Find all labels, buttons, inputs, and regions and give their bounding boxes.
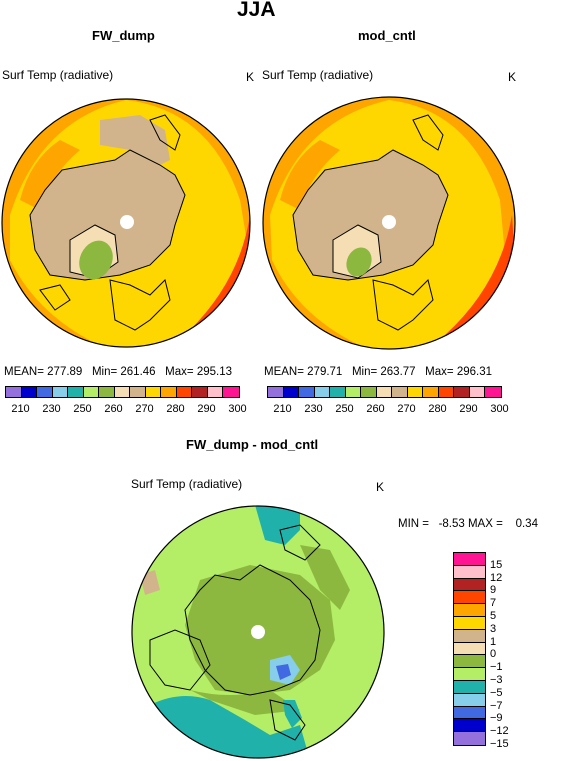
colorbar-swatch <box>37 387 53 397</box>
panel2-colorbar <box>267 386 502 398</box>
colorbar-swatch <box>454 566 485 579</box>
colorbar-swatch <box>454 553 485 566</box>
colorbar-swatch <box>268 387 284 397</box>
colorbar-swatch <box>53 387 69 397</box>
colorbar-swatch <box>6 387 22 397</box>
colorbar-swatch <box>454 630 485 643</box>
colorbar-swatch <box>454 719 485 732</box>
colorbar-swatch <box>454 732 485 745</box>
colorbar-tick-label: 280 <box>166 403 184 415</box>
colorbar-swatch <box>423 387 439 397</box>
colorbar-swatch <box>408 387 424 397</box>
colorbar-swatch <box>177 387 193 397</box>
colorbar-swatch <box>454 694 485 707</box>
colorbar-swatch <box>299 387 315 397</box>
colorbar-tick-label: 3 <box>490 623 496 635</box>
colorbar-swatch <box>208 387 224 397</box>
colorbar-tick-label: −3 <box>490 674 503 686</box>
colorbar-tick-label: −7 <box>490 700 503 712</box>
colorbar-swatch <box>115 387 131 397</box>
colorbar-swatch <box>315 387 331 397</box>
colorbar-tick-label: 300 <box>490 403 508 415</box>
panel2-stats: MEAN= 279.71 Min= 263.77 Max= 296.31 <box>264 366 492 378</box>
colorbar-tick-label: 270 <box>135 403 153 415</box>
colorbar-tick-label: 270 <box>397 403 415 415</box>
colorbar-tick-label: −15 <box>490 738 509 750</box>
colorbar-tick-label: 1 <box>490 636 496 648</box>
colorbar-tick-label: 7 <box>490 597 496 609</box>
colorbar-tick-label: −12 <box>490 725 509 737</box>
colorbar-tick-label: 9 <box>490 584 496 596</box>
colorbar-swatch <box>346 387 362 397</box>
colorbar-swatch <box>454 591 485 604</box>
colorbar-tick-label: 250 <box>73 403 91 415</box>
colorbar-swatch <box>454 707 485 720</box>
colorbar-swatch <box>84 387 100 397</box>
colorbar-swatch <box>192 387 208 397</box>
colorbar-swatch <box>99 387 115 397</box>
colorbar-tick-label: −9 <box>490 712 503 724</box>
colorbar-tick-label: 12 <box>490 572 502 584</box>
colorbar-tick-label: 5 <box>490 610 496 622</box>
colorbar-tick-label: 210 <box>273 403 291 415</box>
colorbar-swatch <box>392 387 408 397</box>
colorbar-swatch <box>454 655 485 668</box>
colorbar-swatch <box>223 387 239 397</box>
panel3-title: FW_dump - mod_cntl <box>186 437 318 452</box>
colorbar-tick-label: −5 <box>490 687 503 699</box>
panel3-variable-label: Surf Temp (radiative) <box>131 477 242 491</box>
colorbar-swatch <box>146 387 162 397</box>
colorbar-swatch <box>454 617 485 630</box>
colorbar-swatch <box>377 387 393 397</box>
colorbar-tick-label: 15 <box>490 559 502 571</box>
colorbar-swatch <box>454 604 485 617</box>
colorbar-tick-label: 260 <box>366 403 384 415</box>
colorbar-swatch <box>161 387 177 397</box>
colorbar-swatch <box>439 387 455 397</box>
colorbar-swatch <box>454 579 485 592</box>
panel3-minmax: MIN = -8.53 MAX = 0.34 <box>398 518 538 530</box>
colorbar-swatch <box>454 681 485 694</box>
colorbar-tick-label: 290 <box>197 403 215 415</box>
colorbar-swatch <box>454 387 470 397</box>
colorbar-swatch <box>22 387 38 397</box>
colorbar-tick-label: −1 <box>490 661 503 673</box>
colorbar-tick-label: 300 <box>228 403 246 415</box>
panel3-units: K <box>376 480 384 494</box>
panel1-stats: MEAN= 277.89 Min= 261.46 Max= 295.13 <box>4 366 232 378</box>
colorbar-tick-label: 0 <box>490 648 496 660</box>
colorbar-swatch <box>68 387 84 397</box>
colorbar-tick-label: 230 <box>42 403 60 415</box>
colorbar-swatch <box>485 387 501 397</box>
diff-colorbar <box>453 552 486 746</box>
panel1-colorbar <box>5 386 240 398</box>
colorbar-tick-label: 280 <box>428 403 446 415</box>
colorbar-swatch <box>361 387 377 397</box>
colorbar-swatch <box>130 387 146 397</box>
colorbar-swatch <box>284 387 300 397</box>
colorbar-tick-label: 210 <box>11 403 29 415</box>
colorbar-tick-label: 290 <box>459 403 477 415</box>
colorbar-swatch <box>470 387 486 397</box>
colorbar-swatch <box>330 387 346 397</box>
colorbar-tick-label: 230 <box>304 403 322 415</box>
colorbar-swatch <box>454 668 485 681</box>
colorbar-swatch <box>454 643 485 656</box>
colorbar-tick-label: 250 <box>335 403 353 415</box>
colorbar-tick-label: 260 <box>104 403 122 415</box>
